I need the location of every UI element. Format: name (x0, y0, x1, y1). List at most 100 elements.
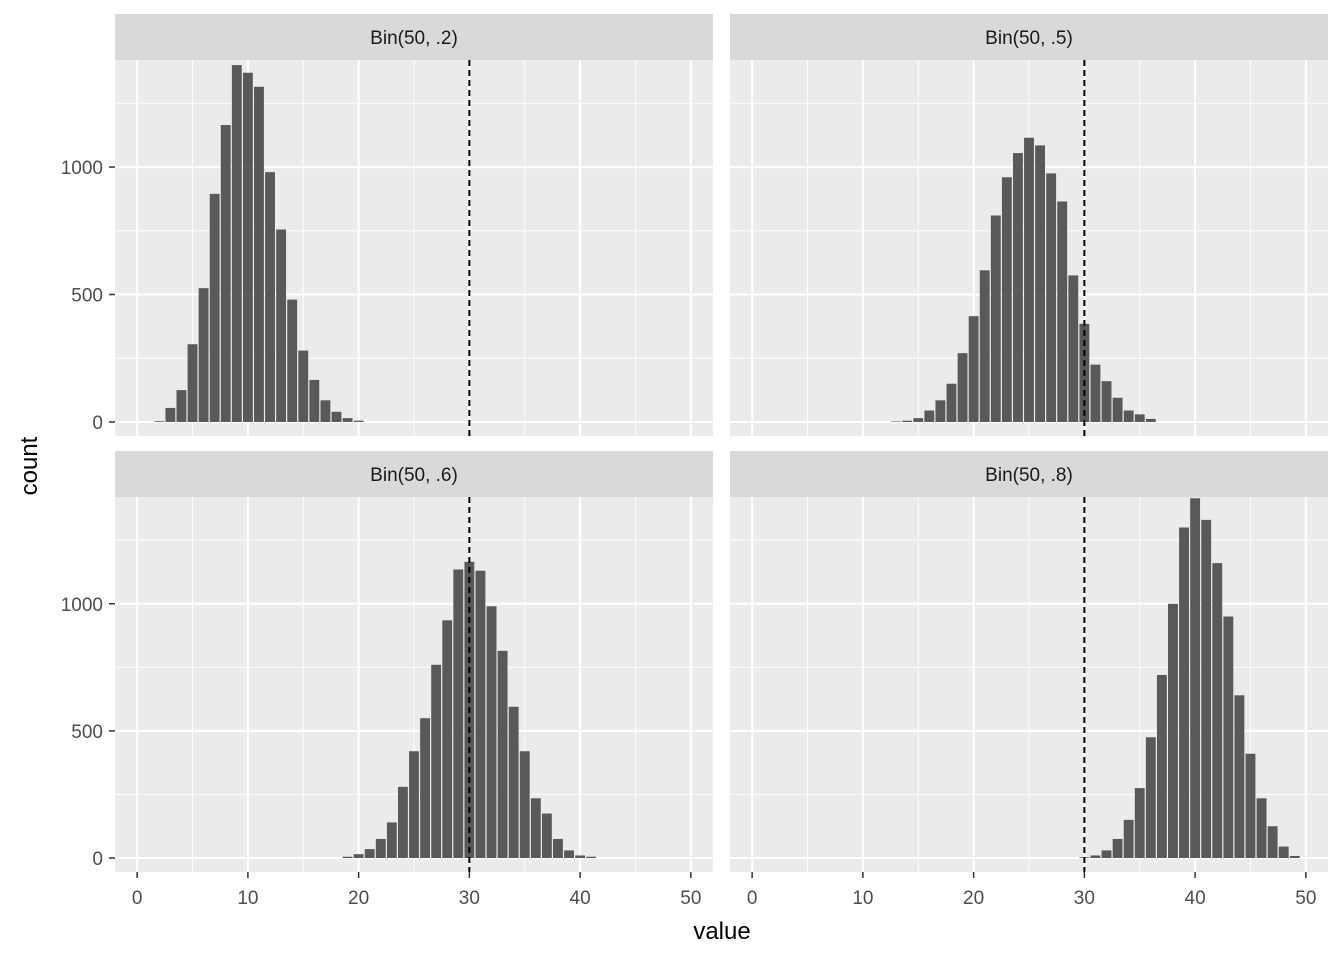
strip-background (730, 14, 1328, 60)
histogram-bar (220, 125, 231, 422)
x-tick-label: 40 (570, 888, 591, 909)
histogram-bar (1289, 855, 1300, 859)
histogram-bar (1090, 364, 1101, 422)
histogram-bar (231, 65, 242, 422)
histogram-bar (564, 850, 574, 859)
histogram-bar (1024, 137, 1034, 422)
histogram-bar (1090, 855, 1101, 859)
histogram-bar (553, 838, 563, 859)
y-axis-title: count (16, 436, 43, 495)
histogram-bar (1012, 153, 1023, 422)
strip-label: Bin(50, .5) (985, 28, 1073, 49)
histogram-bar (1145, 418, 1156, 422)
histogram-bar (1168, 603, 1178, 859)
histogram-bar (541, 813, 552, 859)
histogram-bar (242, 72, 253, 422)
histogram-bar (946, 383, 957, 422)
histogram-bar (891, 421, 902, 422)
x-tick-label: 40 (1185, 888, 1206, 909)
histogram-bar (1134, 414, 1145, 422)
facet-panel-2: Bin(50, .5) (730, 14, 1328, 436)
histogram-bar (1179, 527, 1189, 859)
x-tick-label: 20 (348, 888, 369, 909)
histogram-bar (1256, 798, 1267, 859)
histogram-bar (176, 390, 187, 422)
strip-label: Bin(50, .6) (370, 465, 458, 486)
histogram-bar (519, 751, 530, 859)
histogram-bar (442, 620, 453, 859)
histogram-bar (364, 849, 375, 859)
histogram-bar (1123, 410, 1134, 422)
histogram-bar (342, 418, 353, 422)
histogram-bar (165, 407, 176, 422)
histogram-bar (1068, 275, 1079, 422)
x-tick-label: 50 (680, 888, 701, 909)
histogram-bar (420, 718, 431, 859)
histogram-bar (1057, 201, 1068, 422)
histogram-bar (1145, 737, 1156, 859)
histogram-bar (1190, 498, 1201, 859)
x-tick-label: 0 (132, 888, 143, 909)
histogram-bar (1245, 753, 1256, 859)
histogram-bar (320, 400, 331, 422)
histogram-bar (913, 418, 924, 422)
histogram-bar (575, 855, 586, 859)
x-tick-label: 20 (963, 888, 984, 909)
histogram-bar (1267, 826, 1278, 859)
histogram-bar (298, 350, 309, 422)
histogram-bar (1112, 838, 1123, 859)
strip-background (115, 14, 713, 60)
histogram-bar (1035, 145, 1046, 422)
x-tick-label: 0 (747, 888, 758, 909)
histogram-bar (968, 316, 979, 422)
histogram-bar (409, 751, 419, 859)
histogram-bar (342, 856, 353, 859)
strip-background (730, 451, 1328, 497)
y-tick-label: 1000 (61, 158, 103, 179)
histogram-bar (353, 420, 364, 422)
histogram-bar (331, 411, 342, 422)
histogram-bar (957, 353, 968, 422)
histogram-bar (1223, 616, 1234, 859)
histogram-bar (1278, 846, 1289, 859)
histogram-bar (990, 215, 1001, 422)
x-tick-label: 30 (1074, 888, 1095, 909)
x-tick-label: 30 (459, 888, 480, 909)
histogram-bar (924, 410, 935, 422)
histogram-bar (935, 400, 946, 422)
histogram-bar (154, 421, 165, 422)
x-tick-label: 50 (1295, 888, 1316, 909)
histogram-bar (1112, 397, 1123, 422)
histogram-bar (530, 798, 541, 859)
histogram-bar (265, 172, 275, 422)
histogram-bar (276, 229, 287, 422)
y-tick-label: 1000 (61, 595, 103, 616)
y-tick-label: 500 (71, 286, 103, 307)
histogram-bar (1212, 563, 1223, 859)
strip-label: Bin(50, .8) (985, 465, 1073, 486)
histogram-bar (198, 288, 209, 422)
histogram-bar (431, 664, 442, 859)
histogram-bar (386, 822, 397, 859)
histogram-bar (1201, 519, 1212, 859)
facet-panel-3: Bin(50, .6) 0 500 1000 0 10 20 30 40 50 (61, 451, 713, 909)
histogram-bar (1123, 819, 1134, 859)
histogram-bar (586, 856, 597, 859)
y-tick-label: 0 (92, 849, 103, 870)
histogram-bar (1156, 674, 1167, 859)
histogram-bar (1134, 788, 1145, 859)
histogram-bar (453, 569, 464, 859)
histogram-bar (508, 706, 519, 859)
x-tick-label: 10 (237, 888, 258, 909)
strip-background (115, 451, 713, 497)
histogram-bar (1001, 177, 1012, 422)
histogram-bar (902, 420, 913, 422)
x-axis-title: value (693, 918, 750, 945)
histogram-bar (254, 86, 264, 422)
histogram-bar (1101, 381, 1112, 422)
y-tick-label: 500 (71, 722, 103, 743)
strip-label: Bin(50, .2) (370, 28, 458, 49)
histogram-bar (979, 270, 990, 422)
